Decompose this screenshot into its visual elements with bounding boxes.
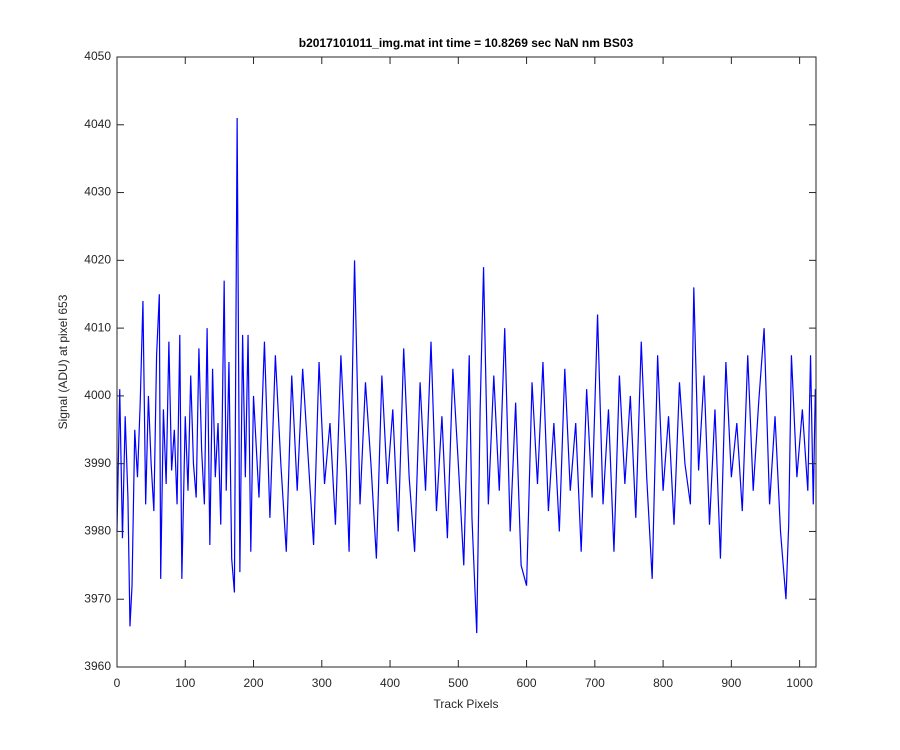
x-tick-label: 0 [114, 676, 121, 690]
data-line [116, 117, 816, 634]
chart-title: b2017101011_img.mat int time = 10.8269 s… [299, 36, 634, 50]
x-tick-label: 800 [653, 676, 673, 690]
x-tick-label: 200 [244, 676, 264, 690]
x-tick-label: 600 [517, 676, 537, 690]
y-tick-label: 4050 [84, 49, 111, 63]
y-tick-label: 4000 [84, 388, 111, 402]
x-tick-label: 900 [721, 676, 741, 690]
x-tick-label: 500 [448, 676, 468, 690]
y-axis-label: Signal (ADU) at pixel 653 [56, 294, 70, 429]
axes-box [116, 56, 817, 668]
y-tick-label: 3980 [84, 524, 111, 538]
x-tick-label: 1000 [786, 676, 813, 690]
y-tick-label: 3970 [84, 591, 111, 605]
y-tick-label: 4020 [84, 253, 111, 267]
x-tick-label: 400 [380, 676, 400, 690]
x-tick-label: 100 [175, 676, 195, 690]
x-tick-label: 300 [312, 676, 332, 690]
y-tick-label: 4040 [84, 117, 111, 131]
y-tick-label: 3960 [84, 659, 111, 673]
y-tick-label: 4030 [84, 185, 111, 199]
x-axis-label: Track Pixels [434, 697, 499, 711]
plot-area [117, 57, 816, 667]
x-tick-label: 700 [585, 676, 605, 690]
y-tick-label: 3990 [84, 456, 111, 470]
y-tick-label: 4010 [84, 320, 111, 334]
